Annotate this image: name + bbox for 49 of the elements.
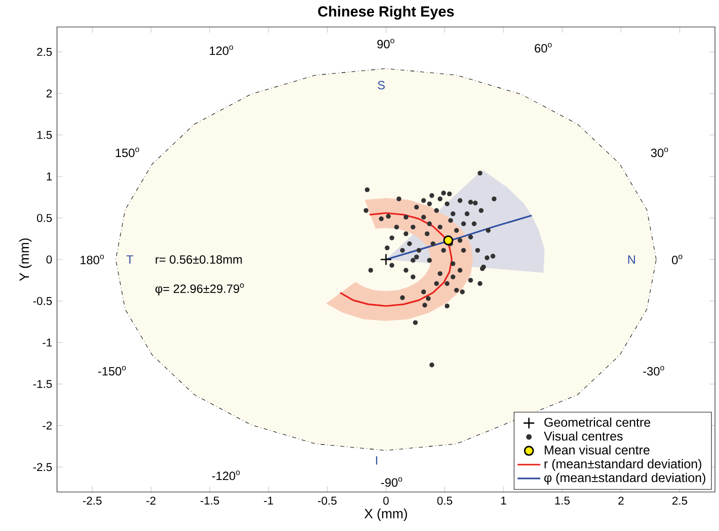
annotation: -120$^{o}$ — [212, 470, 240, 480]
annotation: 150$^{o}$ — [116, 148, 140, 158]
chart-title: Chinese Right Eyes — [318, 6, 454, 20]
x-tick-label: 0 — [383, 496, 389, 505]
annotation: T — [126, 255, 134, 264]
legend-label: φ (mean±standard deviation) — [544, 472, 706, 485]
y-tick-label: 1 — [46, 172, 52, 180]
x-axis-title: X (mm) — [364, 508, 408, 521]
x-tick-label: 1 — [501, 496, 506, 504]
annotation: 30$^{o}$ — [650, 148, 668, 158]
x-tick-label: 1.5 — [555, 496, 570, 505]
annotation: 120$^{o}$ — [210, 45, 234, 56]
annotation: I — [376, 456, 378, 465]
legend-label: Mean visual centre — [544, 445, 650, 454]
annotation: 180$^{o}$ — [80, 254, 104, 264]
legend-label: r (mean±standard deviation) — [544, 459, 702, 471]
x-tick-label: -2.5 — [82, 496, 102, 505]
annotation: r= 0.56±0.18mm — [156, 255, 242, 264]
x-tick-label: 2 — [618, 496, 624, 505]
annotation: S — [378, 80, 385, 90]
y-tick-label: 2 — [46, 89, 52, 98]
annotation: N — [628, 255, 635, 264]
annotation: 0$^{o}$ — [672, 254, 682, 264]
x-tick-label: -2 — [146, 496, 156, 505]
annotation: φ= 22.96±29.79$^{o}$ — [155, 283, 244, 296]
annotation: 60$^{o}$ — [534, 42, 552, 53]
y-tick-label: -0.5 — [33, 297, 52, 306]
y-tick-label: 1.5 — [37, 130, 52, 139]
y-tick-label: -1.5 — [33, 380, 52, 388]
x-tick-label: 2.5 — [672, 496, 688, 505]
y-tick-label: 0.5 — [36, 214, 52, 222]
x-tick-label: -1 — [264, 496, 273, 504]
y-axis-title: Y (mm) — [19, 238, 32, 282]
y-tick-label: -2 — [42, 422, 52, 430]
annotation: -30$^{o}$ — [643, 366, 664, 376]
x-tick-label: -1.5 — [200, 496, 220, 505]
legend-label: Geometrical centre — [544, 418, 650, 427]
y-tick-label: 0 — [46, 255, 52, 264]
annotation: -150$^{o}$ — [98, 366, 126, 376]
x-tick-label: -0.5 — [318, 496, 337, 505]
annotation: -90$^{o}$ — [381, 477, 402, 487]
x-tick-label: 0.5 — [437, 496, 452, 505]
y-tick-label: -1 — [42, 338, 52, 346]
y-tick-label: 2.5 — [37, 48, 52, 56]
line-series — [385, 214, 532, 260]
y-tick-label: -2.5 — [33, 463, 52, 472]
annotation: 90$^{o}$ — [377, 38, 394, 48]
line-series — [339, 212, 453, 307]
legend-label: Visual centres — [544, 431, 623, 441]
